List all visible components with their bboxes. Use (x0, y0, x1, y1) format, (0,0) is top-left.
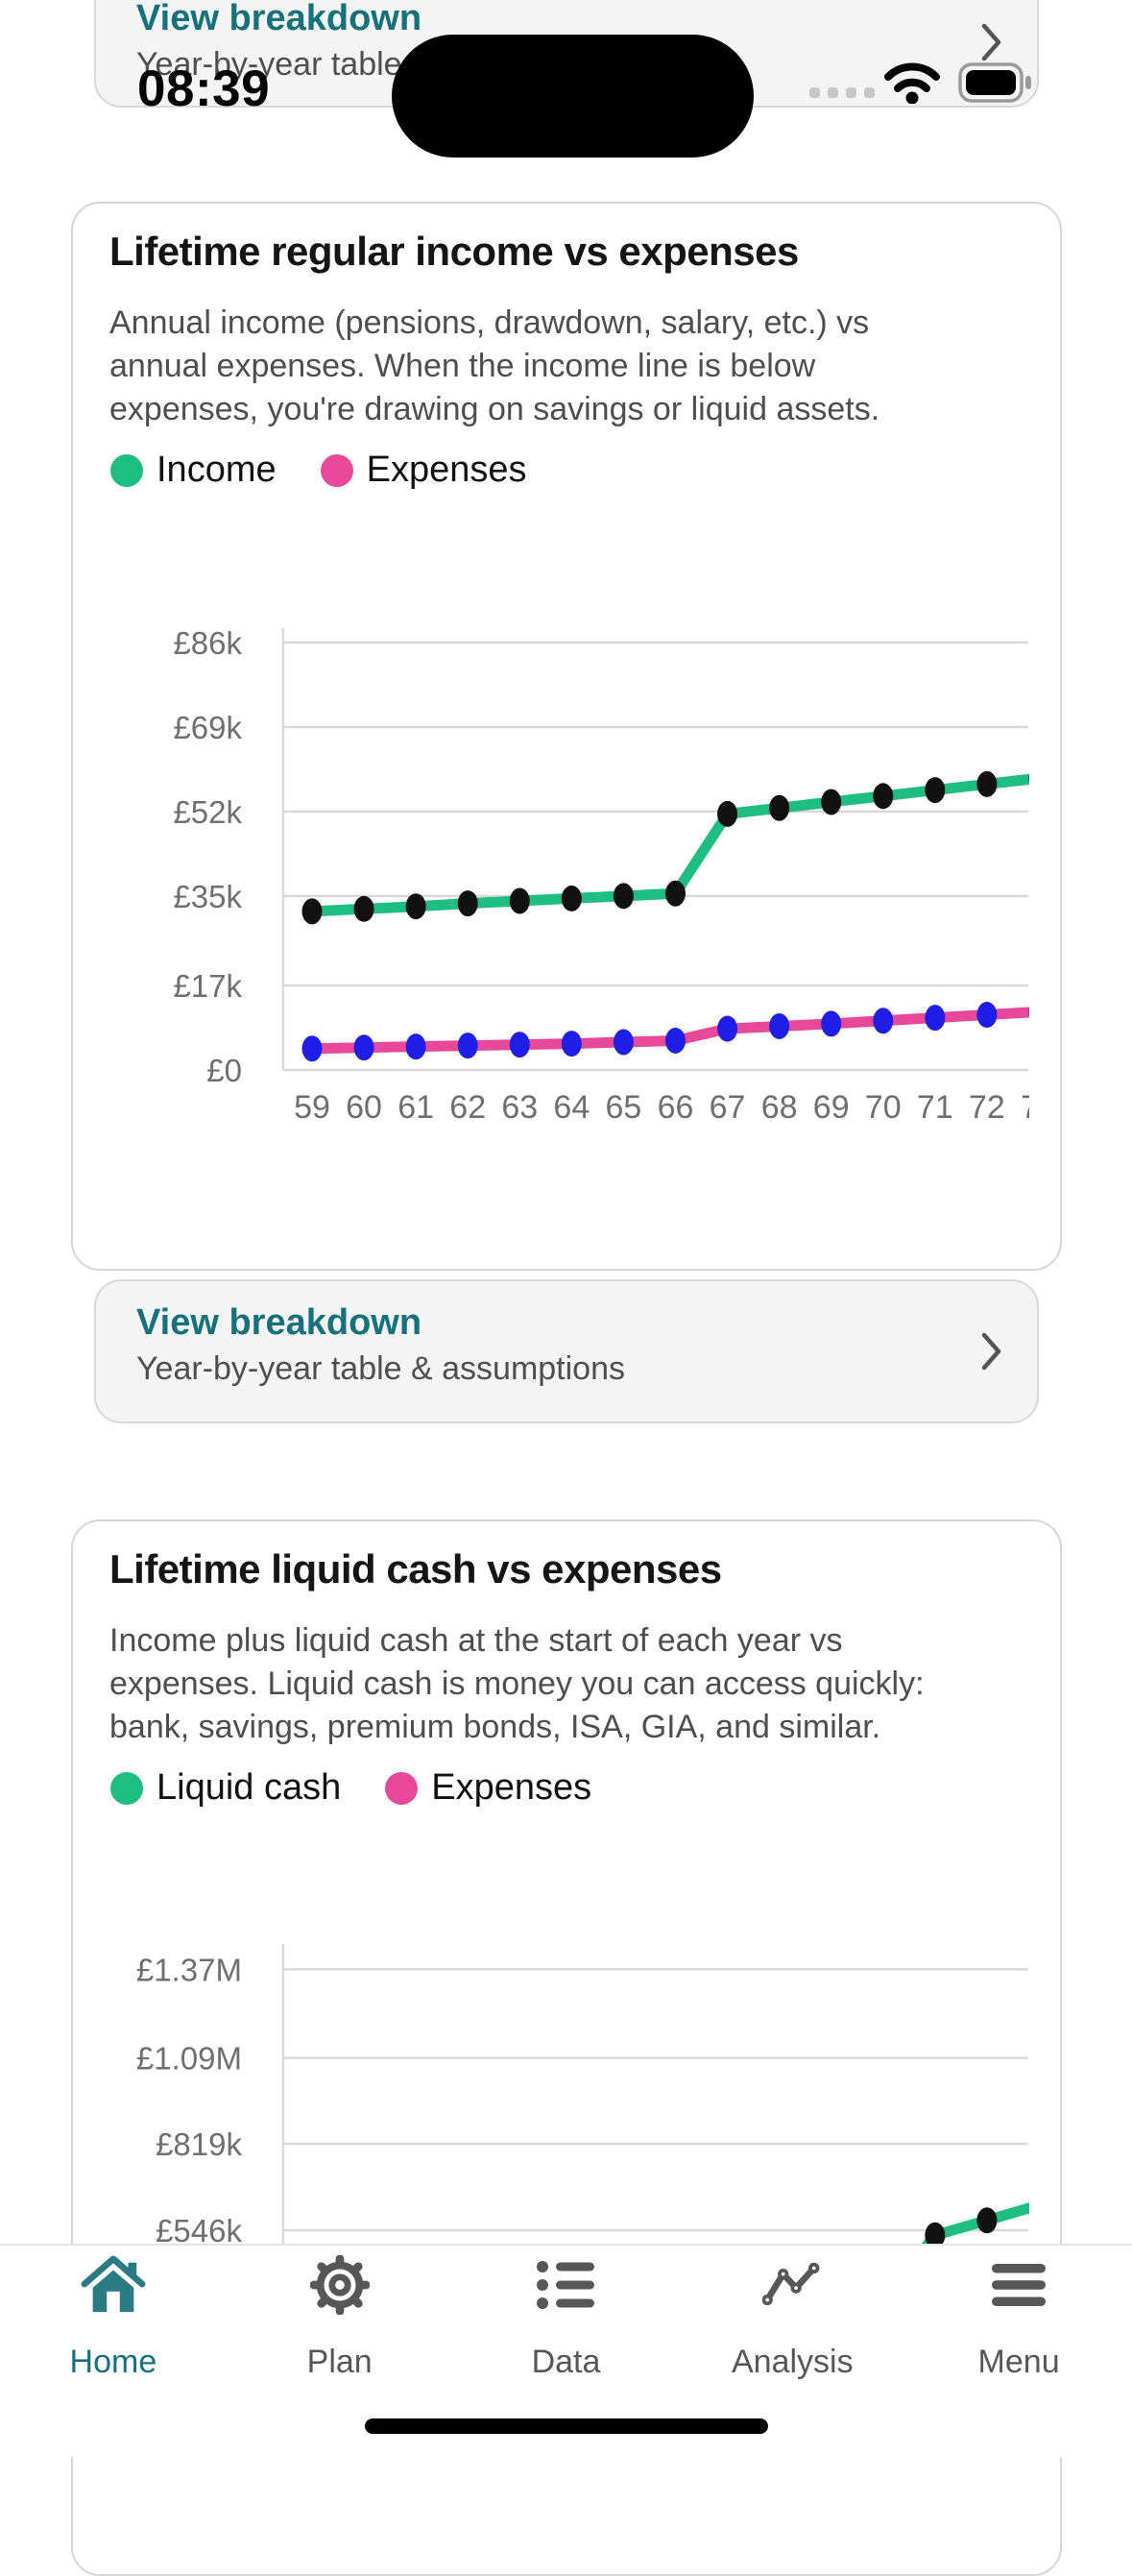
desc-line: Annual income (pensions, drawdown, salar… (109, 304, 870, 341)
wifi-icon (884, 62, 940, 104)
legend-label: Liquid cash (157, 1767, 342, 1808)
income-card-description: Annual income (pensions, drawdown, salar… (109, 302, 879, 431)
income-legend-dot (110, 453, 143, 487)
top-breakdown-title: View breakdown (136, 0, 422, 38)
view-breakdown-card[interactable]: View breakdown Year-by-year table & assu… (94, 1279, 1039, 1423)
tab-home[interactable]: Home (0, 2246, 227, 2457)
svg-text:59: 59 (294, 1089, 330, 1126)
svg-text:£35k: £35k (173, 879, 242, 914)
liquid-chart-svg: £1.37M £1.09M £819k £546k (136, 1944, 1029, 2253)
svg-text:72: 72 (969, 1089, 1005, 1126)
svg-text:£1.37M: £1.37M (136, 1952, 242, 1987)
svg-text:69: 69 (813, 1089, 850, 1126)
svg-text:68: 68 (761, 1089, 798, 1126)
desc-line: expenses. Liquid cash is money you can a… (109, 1665, 925, 1702)
list-icon (537, 2261, 595, 2309)
legend-item-expenses: Expenses (320, 450, 527, 491)
dynamic-island-redaction (392, 35, 754, 158)
income-card-title: Lifetime regular income vs expenses (109, 229, 799, 274)
liquid-cash-legend-dot (110, 1771, 143, 1805)
desc-line: annual expenses. When the income line is… (109, 348, 816, 384)
svg-text:£17k: £17k (173, 968, 242, 1004)
svg-text:63: 63 (501, 1089, 538, 1126)
svg-text:64: 64 (553, 1089, 590, 1126)
svg-text:62: 62 (449, 1089, 486, 1126)
svg-text:£69k: £69k (173, 710, 242, 745)
tab-data[interactable]: Data (453, 2246, 680, 2457)
income-chart-svg: £86k £69k £52k £35k £17k £0 59 60 61 62 63 64 65 66 67… (173, 625, 1029, 1126)
chevron-right-icon (981, 23, 1001, 61)
status-time: 08:39 (137, 61, 271, 117)
home-indicator[interactable] (365, 2418, 768, 2434)
gear-icon (309, 2255, 370, 2315)
svg-text:70: 70 (865, 1089, 902, 1126)
legend-item-expenses: Expenses (385, 1767, 591, 1809)
tab-label-plan: Plan (306, 2344, 373, 2380)
svg-text:65: 65 (606, 1089, 642, 1126)
legend-label: Expenses (366, 450, 527, 490)
legend-label: Income (157, 450, 277, 490)
tab-label-home: Home (69, 2344, 157, 2380)
expenses-legend-dot (385, 1771, 419, 1805)
home-icon (81, 2255, 146, 2313)
trend-icon (762, 2262, 820, 2306)
svg-text:£86k: £86k (173, 625, 242, 661)
svg-text:73: 73 (1021, 1089, 1029, 1126)
legend-item-income: Income (110, 450, 277, 491)
tab-label-data: Data (531, 2344, 601, 2380)
liquid-card-title: Lifetime liquid cash vs expenses (109, 1546, 722, 1592)
svg-text:£52k: £52k (173, 794, 242, 830)
tab-menu[interactable]: Menu (905, 2246, 1132, 2457)
liquid-chart-legend: Liquid cash Expenses (110, 1767, 591, 1809)
legend-item-liquid-cash: Liquid cash (110, 1767, 341, 1809)
tab-analysis[interactable]: Analysis (679, 2246, 905, 2457)
menu-icon (992, 2264, 1047, 2306)
desc-line: expenses, you're drawing on savings or l… (109, 391, 880, 427)
chevron-right-icon (981, 1332, 1001, 1371)
cellular-signal-icon (809, 87, 875, 98)
tab-plan[interactable]: Plan (227, 2246, 453, 2457)
view-breakdown-title: View breakdown (136, 1302, 422, 1343)
legend-label: Expenses (431, 1767, 592, 1808)
svg-text:67: 67 (710, 1089, 746, 1126)
desc-line: Income plus liquid cash at the start of … (109, 1622, 843, 1659)
tab-label-analysis: Analysis (731, 2344, 854, 2380)
svg-text:71: 71 (917, 1089, 953, 1126)
battery-icon (958, 62, 1031, 103)
expenses-legend-dot (320, 453, 353, 487)
svg-text:66: 66 (658, 1089, 694, 1126)
svg-text:61: 61 (397, 1089, 434, 1126)
svg-text:£546k: £546k (156, 2213, 242, 2248)
svg-text:£819k: £819k (156, 2126, 242, 2162)
svg-text:£1.09M: £1.09M (136, 2041, 242, 2077)
svg-text:£0: £0 (206, 1053, 242, 1088)
income-chart-legend: Income Expenses (110, 450, 527, 491)
tab-label-menu: Menu (977, 2344, 1060, 2380)
liquid-card-description: Income plus liquid cash at the start of … (109, 1619, 925, 1749)
income-chart-card: Lifetime regular income vs expenses Annu… (71, 202, 1062, 1271)
view-breakdown-subtitle: Year-by-year table & assumptions (136, 1350, 626, 1387)
desc-line: bank, savings, premium bonds, ISA, GIA, … (109, 1709, 881, 1745)
svg-text:60: 60 (346, 1089, 382, 1126)
